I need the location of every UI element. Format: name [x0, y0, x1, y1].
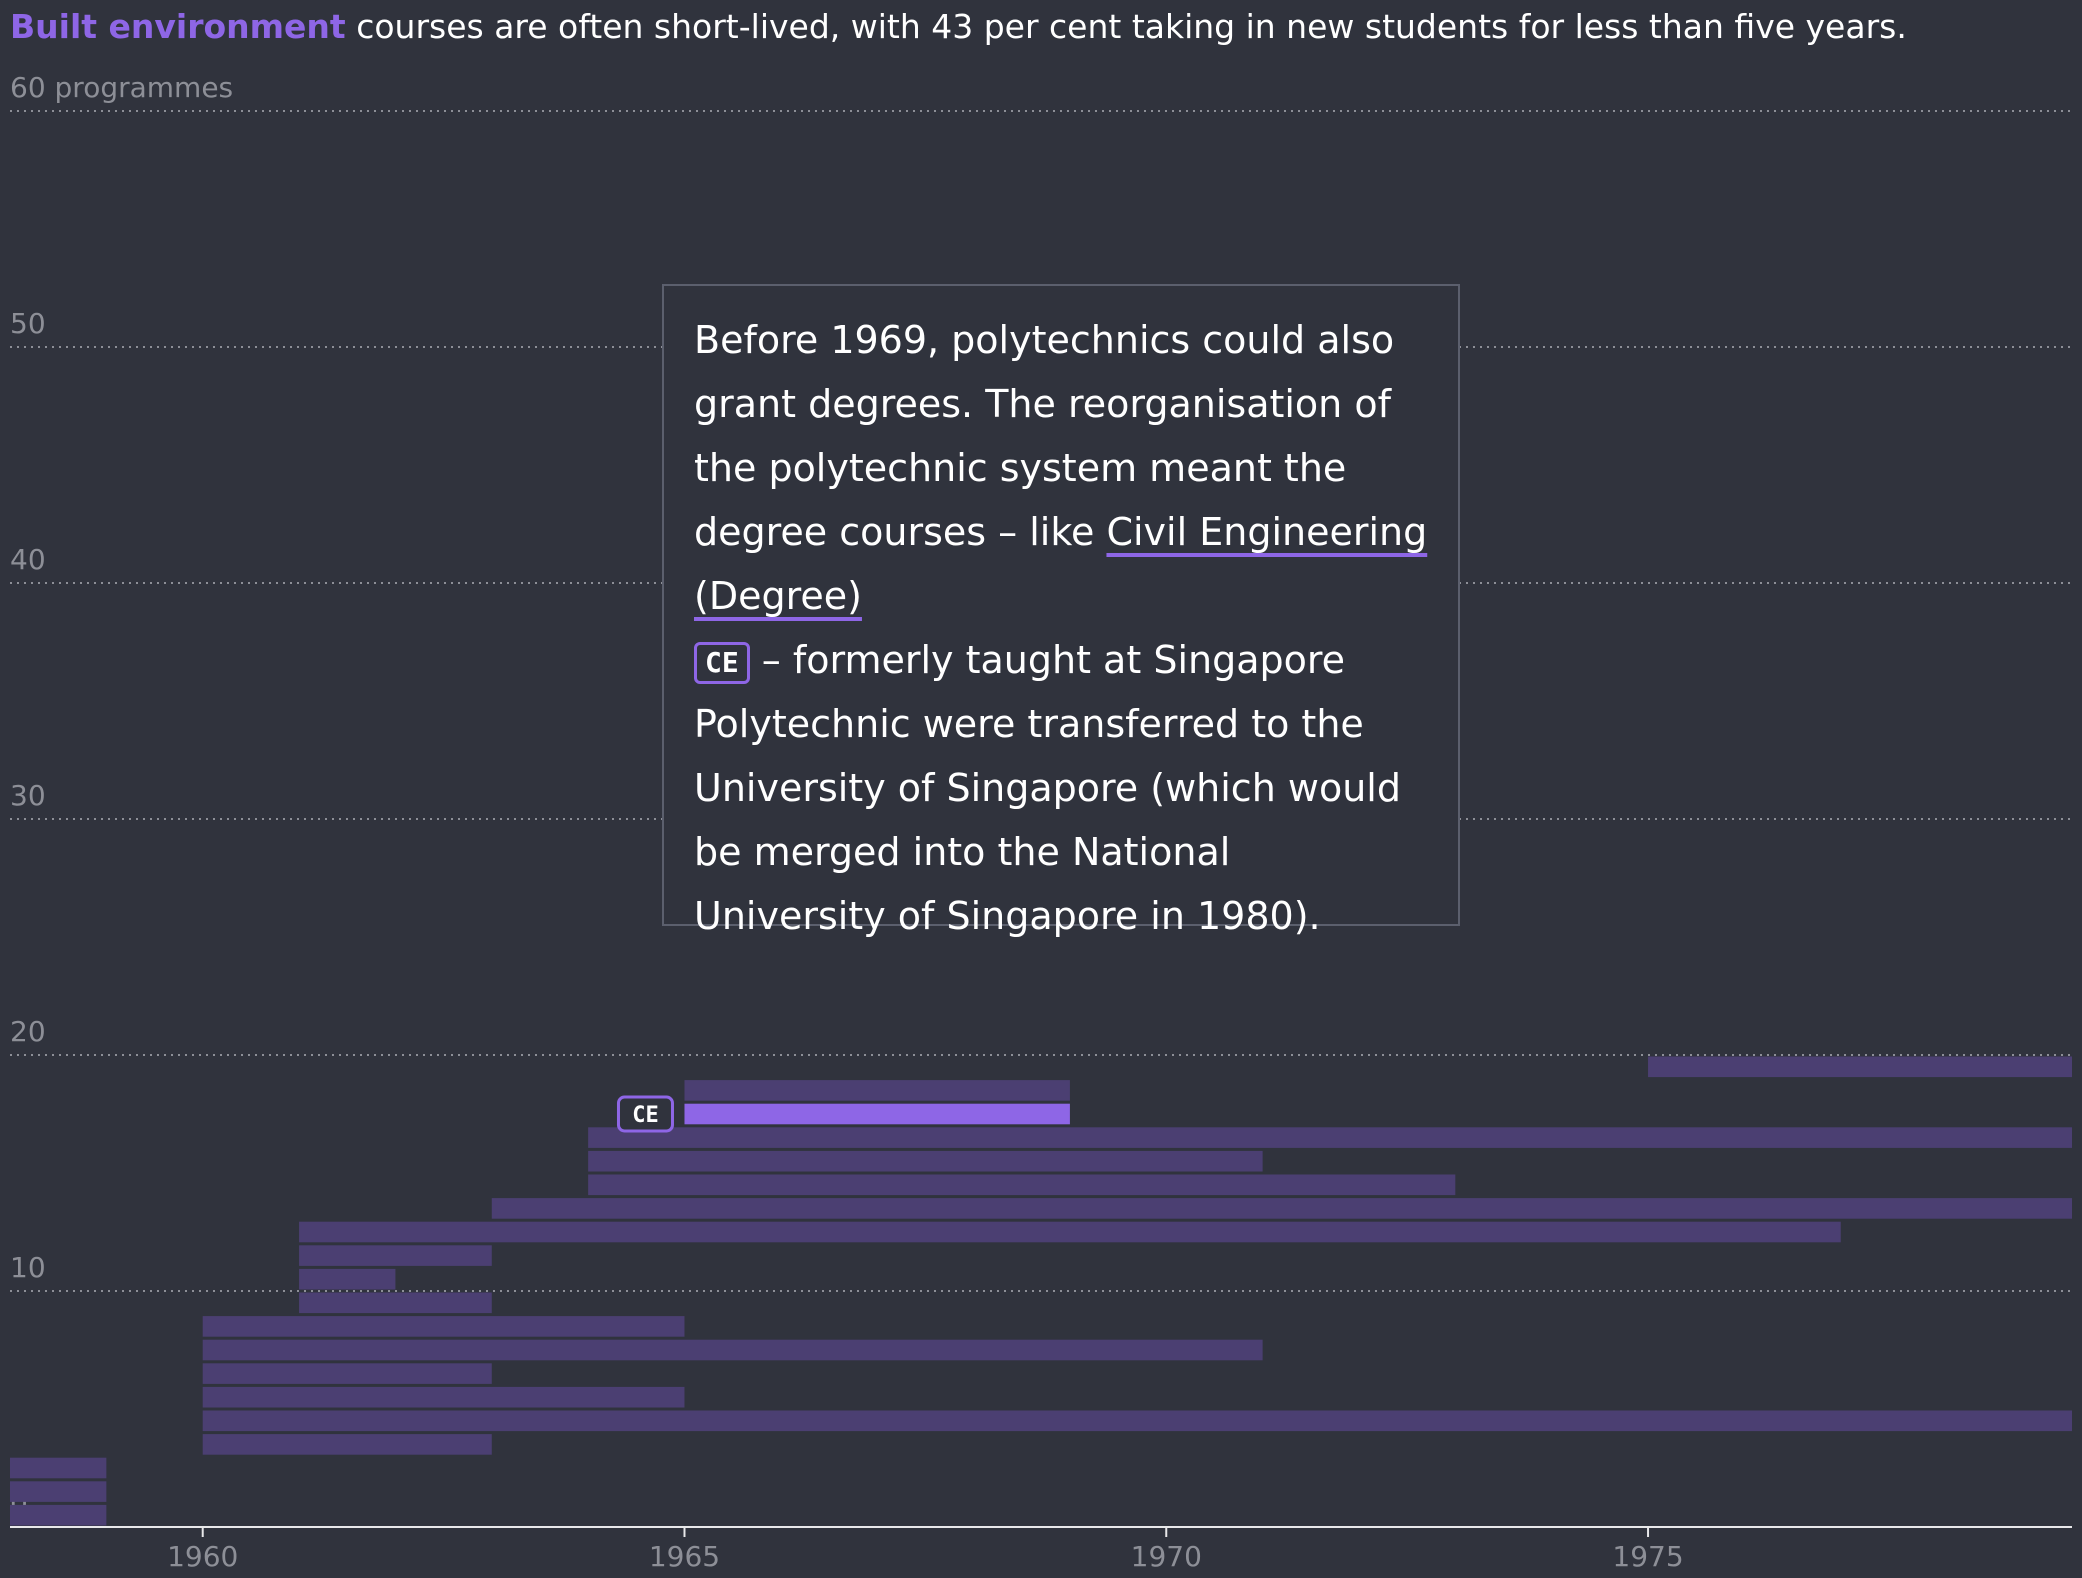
- programme-bar-3: [202, 1434, 492, 1455]
- programme-bar-11: [299, 1245, 492, 1266]
- programme-bar-10: [299, 1268, 396, 1290]
- y-tick-label-20: 20: [10, 1015, 46, 1048]
- x-tick-label-1975: 1975: [1612, 1540, 1683, 1573]
- tooltip-text-1: Before 1969, polytechnics could also gra…: [694, 318, 1395, 554]
- programme-bar-18: [684, 1080, 1070, 1101]
- x-tick-label-1970: 1970: [1131, 1540, 1202, 1573]
- programme-bar-6: [202, 1363, 492, 1384]
- tooltip-course-name[interactable]: Civil Engineering (Degree): [694, 510, 1428, 618]
- headline-text: courses are often short-lived, with 43 p…: [345, 7, 1907, 46]
- programme-bar-7: [202, 1339, 1263, 1361]
- programme-bar-15: [588, 1150, 1263, 1172]
- x-tick-label-1960: 1960: [167, 1540, 238, 1573]
- x-tick-label-1965: 1965: [649, 1540, 720, 1573]
- y-tick-label-10: 10: [10, 1251, 46, 1284]
- programme-bar-1: [10, 1481, 107, 1502]
- programme-bar-16: [588, 1127, 2072, 1148]
- y-tick-label-50: 50: [10, 307, 46, 340]
- tooltip-course-badge: CE: [694, 641, 750, 684]
- y-tick-label-60: 60 programmes: [10, 71, 233, 104]
- programme-bar-19: [1648, 1056, 2072, 1078]
- programme-bar-5: [202, 1386, 685, 1408]
- programme-bar-2: [10, 1457, 107, 1479]
- programme-bar-8: [202, 1316, 685, 1337]
- highlighted-programme-bar: [684, 1103, 1070, 1125]
- programme-bar-12: [299, 1221, 1841, 1243]
- y-tick-label-30: 30: [10, 779, 46, 812]
- headline: Built environment courses are often shor…: [10, 5, 2070, 49]
- highlight-label-badge: [616, 1095, 674, 1133]
- programme-bar-14: [588, 1174, 1456, 1196]
- y-tick-label-40: 40: [10, 543, 46, 576]
- programme-bar-0: [10, 1504, 107, 1526]
- highlight-label-text: CE: [632, 1103, 659, 1128]
- annotation-tooltip: Before 1969, polytechnics could also gra…: [662, 284, 1460, 938]
- programme-bar-9: [299, 1292, 492, 1314]
- programme-bar-4: [202, 1410, 2072, 1432]
- programme-bar-13: [491, 1198, 2073, 1219]
- tooltip-text-2: – formerly taught at Singapore Polytechn…: [694, 638, 1401, 938]
- headline-highlight: Built environment: [10, 7, 346, 46]
